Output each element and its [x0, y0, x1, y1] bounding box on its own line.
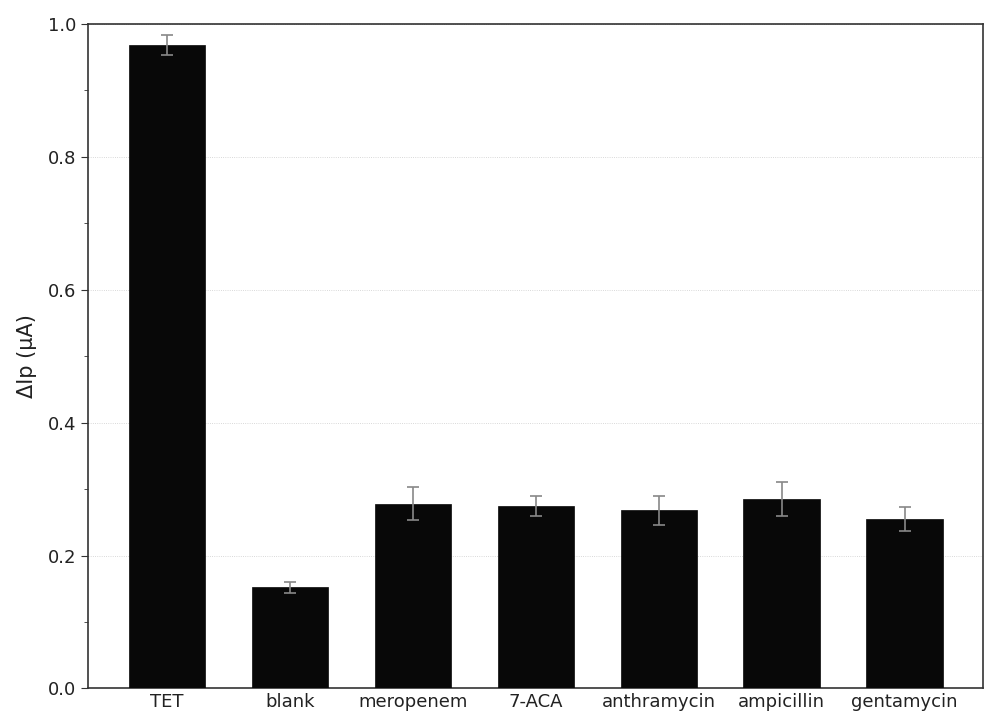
Bar [866, 519, 943, 689]
Y-axis label: ΔIp (μA): ΔIp (μA) [17, 314, 37, 398]
Bar [375, 504, 451, 689]
Bar [621, 510, 697, 689]
Bar [129, 45, 205, 689]
Bar [743, 499, 820, 689]
Bar [498, 506, 574, 689]
Bar [252, 587, 328, 689]
